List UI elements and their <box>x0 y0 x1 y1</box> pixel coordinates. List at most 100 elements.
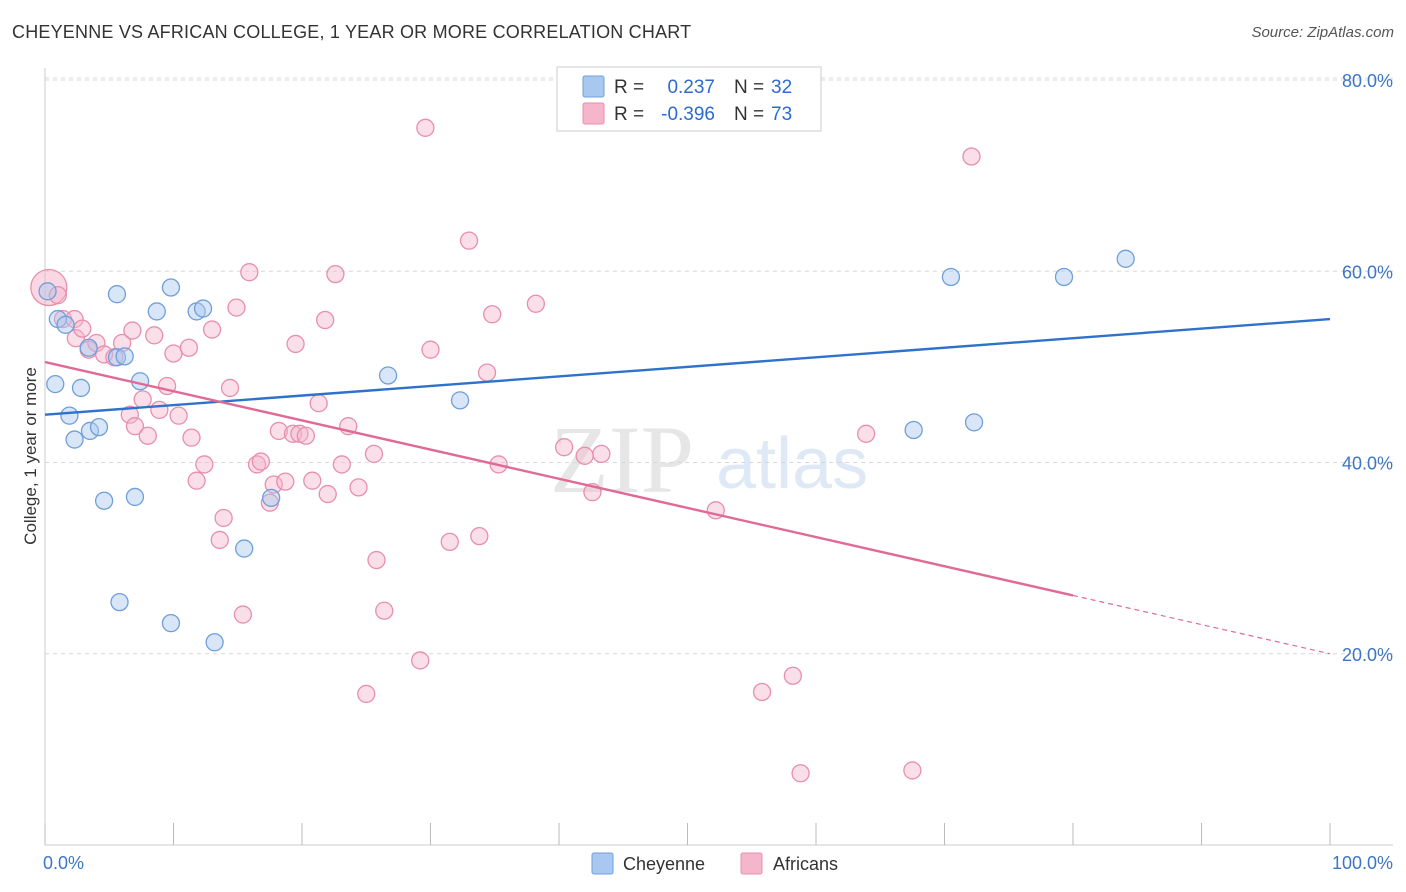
y-tick-label-20: 20.0% <box>1342 645 1393 665</box>
point-cheyenne <box>46 374 65 394</box>
point-africans <box>269 421 289 441</box>
point-africans <box>459 231 479 250</box>
point-africans <box>182 428 201 447</box>
point-africans <box>164 344 183 363</box>
legend-r-value-africans: -0.396 <box>661 104 715 125</box>
point-cheyenne <box>60 406 79 425</box>
point-africans <box>202 320 222 339</box>
point-africans <box>326 264 345 284</box>
watermark-atlas: atlas <box>716 424 868 504</box>
point-africans <box>150 400 169 420</box>
point-africans <box>133 390 152 409</box>
point-cheyenne <box>107 285 127 304</box>
point-cheyenne <box>205 633 224 652</box>
point-africans <box>227 298 246 317</box>
x-tick-label-min: 0.0% <box>43 853 84 873</box>
point-cheyenne <box>941 267 961 287</box>
point-cheyenne <box>161 614 181 633</box>
point-africans <box>125 417 145 436</box>
point-africans <box>303 471 322 490</box>
y-axis-label: College, 1 year or more <box>21 367 40 545</box>
bottom-legend-swatch-africans <box>740 852 763 875</box>
trend-lines <box>44 317 1331 655</box>
point-africans <box>276 472 295 491</box>
point-africans <box>251 452 271 471</box>
point-cheyenne <box>79 338 98 357</box>
point-cheyenne <box>80 421 100 441</box>
point-africans <box>416 118 435 137</box>
point-cheyenne <box>147 302 166 321</box>
correlation-legend: R = 0.237 N = 32 R = -0.396 N = 73 <box>556 66 822 132</box>
scatter-points <box>30 118 1135 783</box>
point-cheyenne <box>378 366 398 385</box>
point-cheyenne <box>110 592 129 612</box>
point-cheyenne <box>904 420 923 440</box>
legend-n-value-africans: 73 <box>771 104 792 125</box>
point-cheyenne <box>71 378 91 398</box>
point-africans <box>264 475 283 494</box>
point-africans <box>286 334 305 354</box>
point-cheyenne <box>38 282 57 301</box>
point-africans <box>477 363 497 382</box>
legend-n-label-africans: N = <box>734 104 764 125</box>
point-africans <box>318 484 337 504</box>
chart-title: CHEYENNE VS AFRICAN COLLEGE, 1 YEAR OR M… <box>12 22 692 42</box>
point-cheyenne <box>65 430 84 449</box>
point-cheyenne <box>56 315 75 334</box>
point-africans <box>440 532 459 552</box>
point-africans <box>214 508 233 528</box>
legend-swatch-cheyenne <box>582 75 605 98</box>
point-africans <box>592 444 611 464</box>
y-tick-label-60: 60.0% <box>1342 262 1393 282</box>
point-cheyenne <box>964 413 984 432</box>
x-tick-label-max: 100.0% <box>1332 853 1393 873</box>
point-africans <box>752 682 772 702</box>
point-africans <box>309 394 328 413</box>
point-cheyenne <box>125 487 145 507</box>
point-africans <box>332 455 351 474</box>
point-africans <box>856 424 876 443</box>
point-africans <box>138 426 157 445</box>
point-africans <box>290 424 309 443</box>
point-cheyenne <box>1116 249 1135 268</box>
point-africans <box>367 550 386 570</box>
bottom-legend-label-africans: Africans <box>773 854 838 874</box>
point-africans <box>179 338 199 357</box>
point-africans <box>357 684 376 704</box>
x-axis-ticks <box>44 823 1331 845</box>
point-africans <box>30 268 68 307</box>
point-cheyenne <box>89 417 109 437</box>
point-africans <box>112 333 132 353</box>
bottom-legend-swatch-cheyenne <box>591 852 614 875</box>
point-africans <box>120 405 139 424</box>
point-africans <box>233 605 253 624</box>
point-cheyenne <box>193 299 213 318</box>
point-africans <box>791 764 810 783</box>
point-africans <box>123 321 142 340</box>
point-africans <box>554 438 574 457</box>
point-cheyenne <box>450 391 470 410</box>
point-africans <box>210 530 229 550</box>
legend-r-label-cheyenne: R = <box>614 77 644 98</box>
point-africans <box>195 455 214 474</box>
point-africans <box>903 761 922 780</box>
point-africans <box>187 471 206 490</box>
point-africans <box>145 326 164 345</box>
point-africans <box>470 526 489 546</box>
point-africans <box>575 446 594 465</box>
watermark-zip: ZIP <box>550 406 694 513</box>
legend-r-value-cheyenne: 0.237 <box>667 77 715 98</box>
point-africans <box>220 378 240 398</box>
point-africans <box>315 310 335 330</box>
point-africans <box>66 329 85 348</box>
point-africans <box>73 319 92 338</box>
point-africans <box>296 426 316 445</box>
source-label: Source: ZipAtlas.com <box>1251 24 1394 41</box>
point-cheyenne <box>1054 267 1074 287</box>
series-legend: Cheyenne Africans <box>591 852 838 875</box>
point-africans <box>526 294 546 313</box>
trend-line-extension-africans <box>1072 594 1331 655</box>
legend-n-value-cheyenne: 32 <box>771 77 792 98</box>
point-cheyenne <box>107 348 127 367</box>
